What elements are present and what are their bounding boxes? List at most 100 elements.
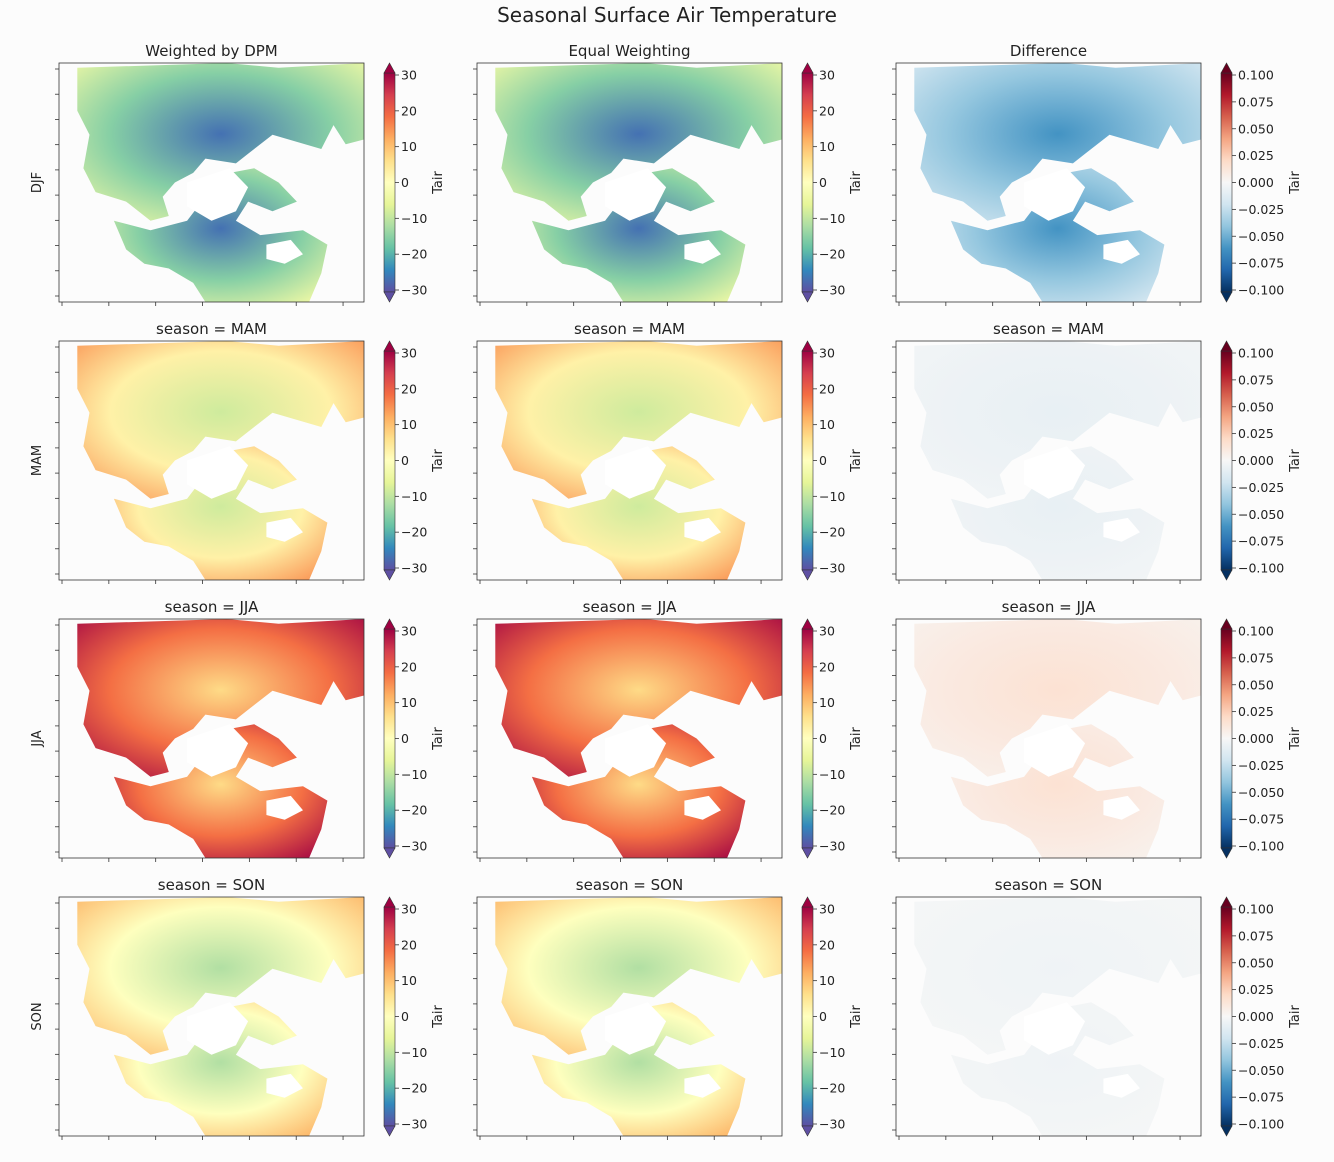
missing-data-region [684,517,721,542]
colorbar-gradient [1220,350,1233,571]
missing-data-region [1024,1002,1086,1055]
panel-title: Equal Weighting [568,42,690,60]
colorbar-extend-min [383,847,396,859]
colorbar-tick-label: −30 [819,1117,845,1132]
missing-data-region [605,168,667,221]
colorbar-tick-label: −10 [819,767,845,782]
colorbar-extend-max [383,62,396,74]
colorbar-tick-label: −0.100 [1238,283,1284,298]
colorbar-extend-max [383,896,396,908]
colorbar-tick-label: −30 [401,561,427,576]
panel-title: season = SON [995,876,1102,894]
colorbar-tick-label: 20 [819,381,835,396]
colorbar: 30 20 10 0 −10 −20 −30 Tair [801,62,864,303]
colorbar-tick-label: 20 [401,381,417,396]
land-region [495,897,782,1055]
colorbar-tick-label: −0.050 [1238,229,1284,244]
land-region [531,446,746,580]
colorbar-label: Tair [1288,448,1303,472]
land-region [495,63,782,221]
colorbar-tick-label: 30 [819,346,835,361]
axes-frame [476,896,783,1137]
colorbar-tick-label: −0.025 [1238,1036,1284,1051]
land-region [950,724,1165,858]
colorbar-label: Tair [849,726,864,750]
colorbar-label: Tair [431,448,446,472]
missing-data-region [684,795,721,820]
axes-frame [58,618,365,859]
colorbar-tick-label: −20 [401,247,427,262]
colorbar-tick-label: 0.025 [1238,982,1274,997]
colorbar-label: Tair [1288,1004,1303,1028]
missing-data-region [605,1002,667,1055]
missing-data-region [266,239,303,264]
colorbar-tick-label: −20 [819,247,845,262]
panel-title: season = JJA [583,598,677,616]
colorbar-tick-label: −10 [401,1045,427,1060]
axes-frame [476,340,783,581]
colorbar-tick-label: −0.050 [1238,507,1284,522]
row-label: DJF [30,172,45,193]
colorbar-tick-label: −0.075 [1238,256,1284,271]
colorbar-label: Tair [1288,170,1303,194]
axes-frame [895,618,1202,859]
colorbar-extend-max [801,62,814,74]
land-region [495,619,782,777]
colorbar-tick-label: 20 [401,659,417,674]
colorbar-tick-label: −30 [401,839,427,854]
land-region [531,724,746,858]
map-panel: season = SON 30 20 10 0 −10 −20 −30 Tair [473,876,864,1140]
land-region [77,63,365,221]
colorbar-tick-label: 0.075 [1238,372,1274,387]
land-region [113,1002,328,1136]
missing-data-region [605,446,667,499]
land-region [77,619,365,777]
land-region [77,341,365,499]
missing-data-region [1024,446,1086,499]
colorbar-tick-label: −10 [819,489,845,504]
panel-title: Difference [1010,42,1087,60]
colorbar-tick-label: 0.025 [1238,148,1274,163]
panel-title: season = JJA [1002,598,1096,616]
colorbar: 30 20 10 0 −10 −20 −30 Tair [383,896,446,1137]
colorbar-tick-label: −20 [819,525,845,540]
colorbar-extend-max [1220,340,1233,352]
land-region [77,897,365,1055]
colorbar-tick-label: 0.000 [1238,453,1274,468]
colorbar-tick-label: 0.050 [1238,399,1274,414]
land-region [113,724,328,858]
land-region [914,619,1201,777]
colorbar-tick-label: 0.050 [1238,677,1274,692]
colorbar-extend-max [801,340,814,352]
map-panel: season = MAM 0.100 0.075 0.050 0.025 0.000 −0.… [892,320,1303,584]
land-region [531,168,746,302]
colorbar-tick-label: −0.100 [1238,561,1284,576]
colorbar-tick-label: 10 [819,417,835,432]
map-panel: season = SON 0.100 0.075 0.050 0.025 0.000 −0.… [892,876,1303,1140]
colorbar-gradient [383,72,396,293]
colorbar-gradient [1220,906,1233,1127]
colorbar-extend-min [801,569,814,581]
colorbar-extend-min [383,569,396,581]
colorbar-tick-label: 30 [401,68,417,83]
colorbar-tick-label: −20 [401,1081,427,1096]
row-label: JJA [30,730,45,747]
colorbar-gradient [1220,72,1233,293]
panel-title: season = MAM [156,320,267,338]
colorbar-tick-label: 0 [401,1009,409,1024]
missing-data-region [1024,168,1086,221]
land-region [113,168,328,302]
colorbar-tick-label: 20 [819,103,835,118]
colorbar-tick-label: −10 [819,211,845,226]
axes-frame [476,618,783,859]
colorbar-gradient [801,628,814,849]
colorbar-extend-min [383,1125,396,1137]
colorbar-tick-label: 20 [401,103,417,118]
land-region [531,1002,746,1136]
axes-frame [895,340,1202,581]
colorbar-label: Tair [431,1004,446,1028]
colorbar-label: Tair [431,170,446,194]
colorbar-tick-label: 0 [819,1009,827,1024]
colorbar-tick-label: 0 [401,453,409,468]
colorbar-extend-min [801,847,814,859]
